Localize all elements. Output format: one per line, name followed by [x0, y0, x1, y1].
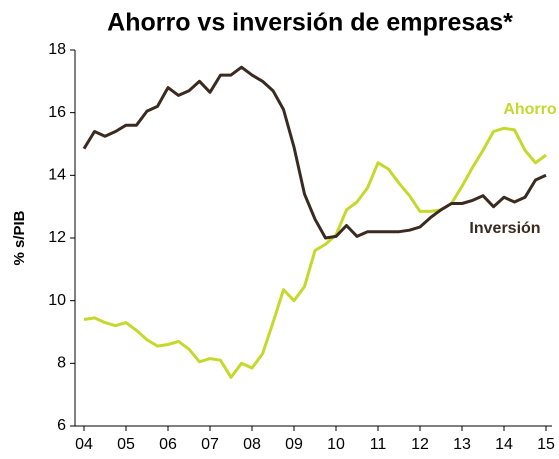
x-tick-label: 09	[285, 436, 303, 453]
x-tick-label: 15	[537, 436, 555, 453]
y-tick-label: 14	[48, 167, 66, 184]
series-label: Inversión	[469, 220, 540, 237]
y-tick-label: 8	[57, 355, 66, 372]
x-tick-label: 05	[117, 436, 135, 453]
x-tick-label: 07	[201, 436, 219, 453]
x-tick-label: 14	[495, 436, 513, 453]
line-series	[83, 126, 547, 379]
y-tick-label: 10	[48, 292, 66, 309]
x-tick-label: 08	[243, 436, 261, 453]
x-tick-label: 10	[327, 436, 345, 453]
series-label: Ahorro	[503, 101, 557, 118]
y-tick-label: 18	[48, 41, 66, 58]
y-tick-label: 16	[48, 104, 66, 121]
y-tick-label: 6	[57, 417, 66, 434]
x-tick-label: 04	[75, 436, 93, 453]
x-tick-label: 11	[370, 436, 387, 453]
line-series	[82, 65, 547, 240]
x-tick-label: 13	[453, 436, 471, 453]
x-tick-label: 06	[159, 436, 177, 453]
y-axis-label: % s/PIB	[11, 210, 28, 265]
chart-title: Ahorro vs inversión de empresas*	[107, 9, 513, 37]
y-tick-label: 12	[48, 229, 66, 246]
x-tick-label: 12	[411, 436, 429, 453]
